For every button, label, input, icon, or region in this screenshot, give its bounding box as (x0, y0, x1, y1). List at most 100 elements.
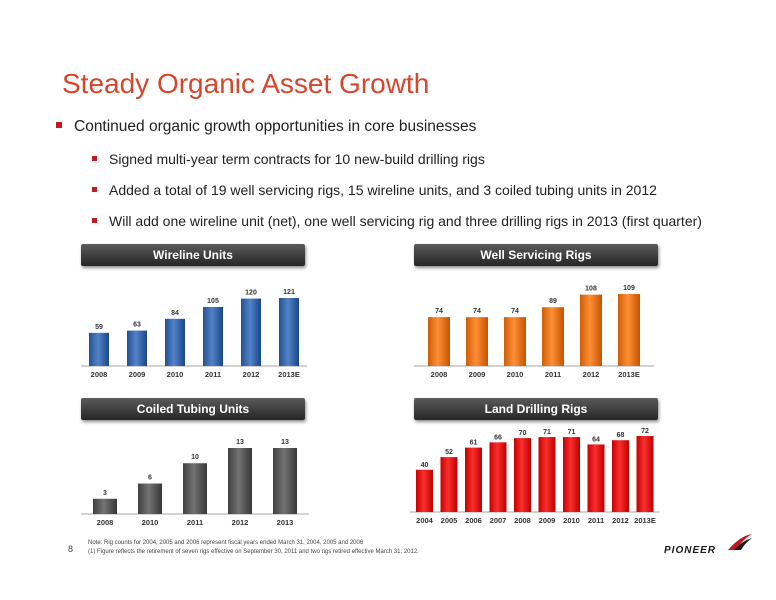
tick-label-2011: 2011 (205, 370, 221, 379)
bar-2008 (514, 438, 531, 512)
data-label-2008: 59 (95, 324, 103, 331)
data-label-2013E: 121 (283, 289, 295, 296)
tick-label-2013E: 2013E (618, 370, 640, 379)
tick-label-2012: 2012 (583, 370, 600, 379)
bar-2013E (618, 294, 640, 366)
tick-label-2012: 2012 (612, 516, 629, 525)
bullet-square-icon (56, 121, 62, 128)
data-label-2008: 3 (103, 490, 107, 497)
data-label-2008: 74 (435, 308, 443, 315)
data-label-2010: 71 (568, 429, 576, 436)
bar-2006 (465, 447, 482, 512)
data-label-2009: 71 (543, 429, 551, 436)
bullet-sub-2: Added a total of 19 well servicing rigs,… (92, 182, 657, 198)
tick-label-2009: 2009 (539, 516, 556, 525)
tick-label-2010: 2010 (563, 516, 580, 525)
data-label-2012: 13 (236, 439, 244, 446)
data-label-2005: 52 (445, 449, 453, 456)
bullet-sub-3-text: Will add one wireline unit (net), one we… (109, 213, 702, 229)
footnote-note: Note: Rig counts for 2004, 2005 and 2006… (88, 540, 364, 546)
tick-label-2006: 2006 (465, 516, 482, 525)
tick-label-2008: 2008 (91, 370, 108, 379)
bullet-sub-2-text: Added a total of 19 well servicing rigs,… (109, 182, 657, 198)
bar-2011 (587, 444, 605, 512)
tick-label-2009: 2009 (129, 370, 146, 379)
data-label-2010: 74 (511, 308, 519, 315)
page-number: 8 (68, 544, 74, 554)
bar-2013 (273, 448, 297, 514)
tick-label-2004: 2004 (416, 516, 434, 525)
bullet-sub-1-text: Signed multi-year term contracts for 10 … (109, 151, 485, 167)
bar-2008 (428, 317, 450, 366)
data-label-2010: 84 (171, 310, 179, 317)
bar-2008 (93, 498, 117, 514)
tick-label-2009: 2009 (469, 370, 486, 379)
wireline-units-chart: 59 2008 63 2009 84 2010 105 2011 120 2012 121 2013E (81, 289, 307, 379)
data-label-2011: 64 (592, 436, 600, 443)
well-servicing-rigs-chart: 74 2008 74 2009 74 2010 89 2011 108 2012 109 2013E (414, 285, 654, 379)
bar-2011 (183, 463, 207, 514)
bullet-square-icon (92, 217, 97, 223)
bar-2005 (440, 457, 458, 512)
bar-2012 (241, 298, 261, 366)
tick-label-2010: 2010 (507, 370, 524, 379)
data-label-2008: 70 (519, 430, 527, 437)
tick-label-2012: 2012 (232, 518, 249, 527)
tick-label-2011: 2011 (588, 516, 604, 525)
tick-label-2011: 2011 (545, 370, 561, 379)
bar-2009 (127, 330, 147, 366)
data-label-2011: 10 (191, 454, 199, 461)
pioneer-logo-mark-icon (728, 534, 752, 550)
bullet-sub-1: Signed multi-year term contracts for 10 … (92, 151, 485, 167)
bar-2010 (138, 483, 162, 514)
data-label-2012: 68 (617, 432, 625, 439)
tick-label-2011: 2011 (187, 518, 203, 527)
tick-label-2007: 2007 (490, 516, 507, 525)
bar-2010 (504, 317, 526, 366)
bullet-square-icon (92, 186, 97, 192)
wireline-units-header: Wireline Units (81, 244, 305, 266)
bullet-square-icon (92, 155, 97, 161)
tick-label-2008: 2008 (514, 516, 531, 525)
bar-2004 (416, 469, 433, 512)
data-label-2011: 105 (207, 298, 219, 305)
data-label-2013E: 109 (623, 285, 635, 292)
bar-2011 (542, 307, 564, 366)
footnote-1: (1) Figure reflects the retirement of se… (88, 549, 419, 555)
data-label-2007: 66 (494, 434, 502, 441)
slide-title: Steady Organic Asset Growth (62, 68, 430, 99)
land-drilling-rigs-chart: 40 2004 52 2005 61 2006 66 2007 70 2008 71 2009 71 20… (410, 428, 660, 525)
well-servicing-rigs-header: Well Servicing Rigs (414, 244, 658, 266)
data-label-2013: 13 (281, 439, 289, 446)
bar-2013E (279, 298, 299, 366)
tick-label-2013E: 2013E (278, 370, 300, 379)
bar-2012 (612, 440, 629, 512)
bar-2008 (89, 332, 109, 366)
land-drilling-rigs-header: Land Drilling Rigs (414, 398, 658, 420)
coiled-tubing-units-header: Coiled Tubing Units (81, 398, 305, 420)
pioneer-logo-text: PIONEER (664, 545, 717, 556)
tick-label-2005: 2005 (441, 516, 458, 525)
tick-label-2012: 2012 (243, 370, 260, 379)
bar-2007 (489, 442, 507, 512)
bar-2010 (165, 318, 185, 366)
data-label-2004: 40 (421, 462, 429, 469)
bar-2012 (580, 294, 602, 366)
bar-2012 (228, 448, 252, 514)
tick-label-2008: 2008 (431, 370, 448, 379)
data-label-2010: 6 (148, 475, 152, 482)
tick-label-2010: 2010 (167, 370, 184, 379)
data-label-2012: 108 (585, 286, 597, 293)
bar-2011 (203, 306, 223, 366)
tick-label-2008: 2008 (97, 518, 114, 527)
bar-2009 (466, 317, 488, 366)
data-label-2009: 63 (133, 322, 141, 329)
tick-label-2013E: 2013E (634, 516, 656, 525)
bar-2009 (538, 437, 556, 512)
data-label-2006: 61 (470, 440, 478, 447)
coiled-tubing-units-chart: 3 2008 6 2010 10 2011 13 2012 13 2013 (81, 439, 309, 527)
bullet-sub-3: Will add one wireline unit (net), one we… (92, 213, 702, 229)
tick-label-2010: 2010 (142, 518, 159, 527)
data-label-2013E: 72 (641, 428, 649, 435)
bullet-main: Continued organic growth opportunities i… (56, 118, 476, 136)
